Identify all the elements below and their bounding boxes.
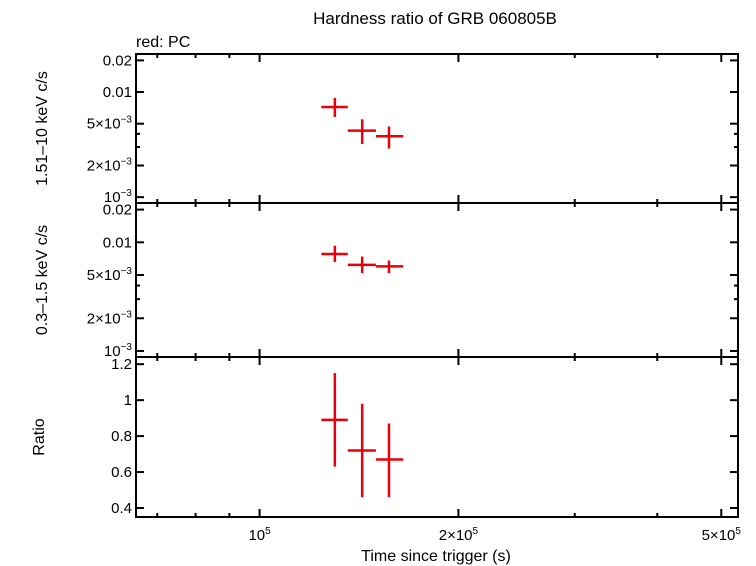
y-axis-label: 0.3–1.5 keV c/s (34, 225, 51, 335)
legend-label: red: PC (136, 34, 190, 51)
y-tick-label: 0.01 (103, 84, 132, 101)
data-point (321, 245, 348, 262)
y-tick-label: 5×10−3 (87, 115, 133, 133)
panels-group: 0.020.015×10−32×10−310−31.51–10 keV c/s0… (31, 52, 741, 544)
data-point (375, 126, 404, 149)
y-tick-label: 0.6 (111, 464, 132, 481)
x-tick-label: 2×105 (439, 526, 479, 544)
y-axis-label: 1.51–10 keV c/s (34, 71, 51, 186)
panel-1: 0.02 0.01 5×10−3 2×10−3 10−3 1.51–10 keV c/s (34, 52, 739, 206)
data-point (375, 423, 404, 498)
y-tick-label: 0.8 (111, 428, 132, 445)
panel-2: 0.02 0.01 5×10−3 2×10−3 10−3 0.3–1.5 keV c/s (34, 202, 739, 360)
y-tick-label: 1 (124, 392, 132, 409)
panel-frame (135, 53, 739, 204)
data-point (347, 119, 376, 145)
y-tick-label: 10−3 (104, 342, 133, 360)
y-tick-label: 10−3 (104, 188, 133, 206)
x-tick-label: 105 (248, 526, 271, 544)
y-tick-label: 0.4 (111, 500, 132, 517)
y-axis-label: Ratio (31, 418, 48, 455)
y-tick-label: 1.2 (111, 356, 132, 373)
y-tick-label: 0.02 (103, 52, 132, 69)
data-point (321, 97, 348, 117)
chart-title: Hardness ratio of GRB 060805B (313, 9, 557, 28)
y-tick-label: 2×10−3 (87, 309, 133, 327)
data-point (347, 256, 376, 274)
data-point (375, 260, 404, 274)
data-point (347, 403, 376, 498)
x-axis-label: Time since trigger (s) (361, 548, 511, 565)
x-tick-label: 5×105 (702, 526, 742, 544)
panel-frame (135, 356, 739, 518)
panel-3: 1.2 1 0.8 0.6 0.4 Ratio (31, 356, 739, 518)
y-tick-label: 5×10−3 (87, 266, 133, 284)
y-tick-label: 2×10−3 (87, 157, 133, 175)
data-point (321, 373, 348, 467)
panel-frame (135, 202, 739, 358)
y-tick-label: 0.01 (103, 234, 132, 251)
y-tick-label: 0.02 (103, 202, 132, 219)
